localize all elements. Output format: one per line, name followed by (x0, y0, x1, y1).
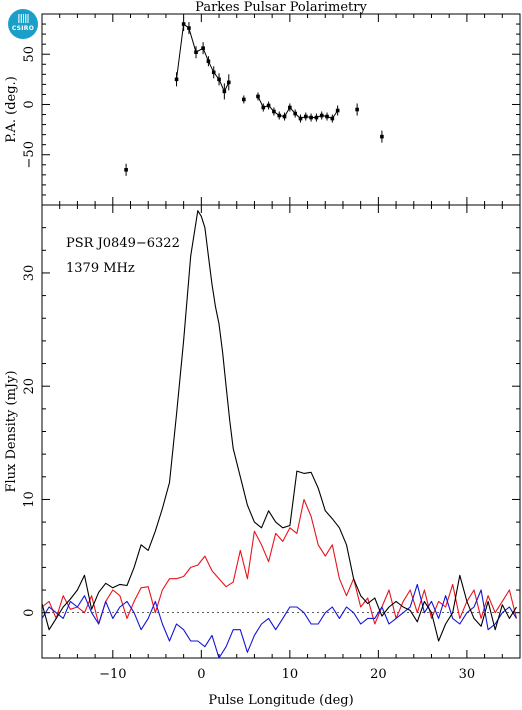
pa-point (242, 97, 246, 102)
pa-point (217, 77, 221, 82)
pa-point (201, 46, 205, 50)
flux-ytick-label: 10 (22, 491, 37, 508)
pa-point (194, 50, 198, 54)
pa-point (181, 22, 186, 26)
pa-ytick-label: 0 (22, 100, 37, 108)
pa-point (309, 115, 313, 120)
pa-point (272, 109, 276, 114)
pulsar-name-label: PSR J0849−6322 (66, 236, 180, 251)
pa-point (314, 115, 319, 120)
pa-point (380, 134, 384, 139)
flux-series-line-2 (41, 583, 517, 659)
flux-ytick-label: 0 (22, 609, 37, 617)
flux-ytick-label: 30 (22, 265, 37, 282)
flux-xtick-label: 30 (459, 667, 476, 682)
pa-connector (176, 23, 230, 93)
pa-point (288, 105, 292, 110)
pa-ytick-label: −50 (22, 141, 37, 168)
pa-point (187, 26, 191, 30)
pa-point (335, 108, 340, 113)
pa-point (222, 89, 227, 94)
pa-point (206, 59, 211, 64)
pa-point (226, 80, 231, 85)
flux-xtick-label: 10 (282, 667, 299, 682)
pa-ylabel: P.A. (deg.) (4, 76, 19, 143)
chart-title: Parkes Pulsar Polarimetry (195, 0, 367, 15)
flux-xlabel: Pulse Longitude (deg) (208, 693, 353, 708)
pa-point (319, 113, 324, 118)
flux-xtick-label: −10 (99, 667, 126, 682)
pa-point (330, 116, 335, 121)
pa-point (355, 107, 359, 112)
logo-text: CSIRO (11, 25, 35, 32)
pa-point (293, 111, 297, 116)
pa-connector (257, 96, 339, 120)
pa-point (282, 114, 287, 119)
pa-point (256, 94, 260, 99)
flux-xtick-label: 20 (370, 667, 387, 682)
flux-series-line-1 (41, 498, 518, 625)
pa-point (174, 77, 179, 82)
csiro-logo: ||||| CSIRO (8, 9, 38, 39)
pa-frame (41, 13, 521, 206)
flux-series-line-0 (41, 210, 517, 642)
flux-ylabel: Flux Density (mJy) (4, 370, 19, 492)
csiro-wave-icon: ||||| (17, 14, 29, 24)
pa-point (298, 116, 303, 121)
pa-point (303, 114, 308, 119)
flux-xtick-label: 0 (197, 667, 205, 682)
pa-ytick-label: 50 (22, 46, 37, 63)
flux-panel: 0 10 20 30 −10 0 10 20 30 Flux Density (mJy) PSR J… (4, 204, 521, 708)
pa-point (124, 168, 128, 172)
pa-point (211, 70, 216, 75)
frequency-label: 1379 MHz (66, 261, 135, 276)
pa-point (325, 114, 329, 119)
flux-ytick-label: 20 (22, 378, 37, 395)
pa-point (266, 103, 271, 108)
pa-panel: −50 0 50P.A. (deg.) Parkes Pulsar Polarimet… (4, 0, 521, 206)
pa-point (277, 113, 282, 118)
pa-point (261, 105, 266, 110)
